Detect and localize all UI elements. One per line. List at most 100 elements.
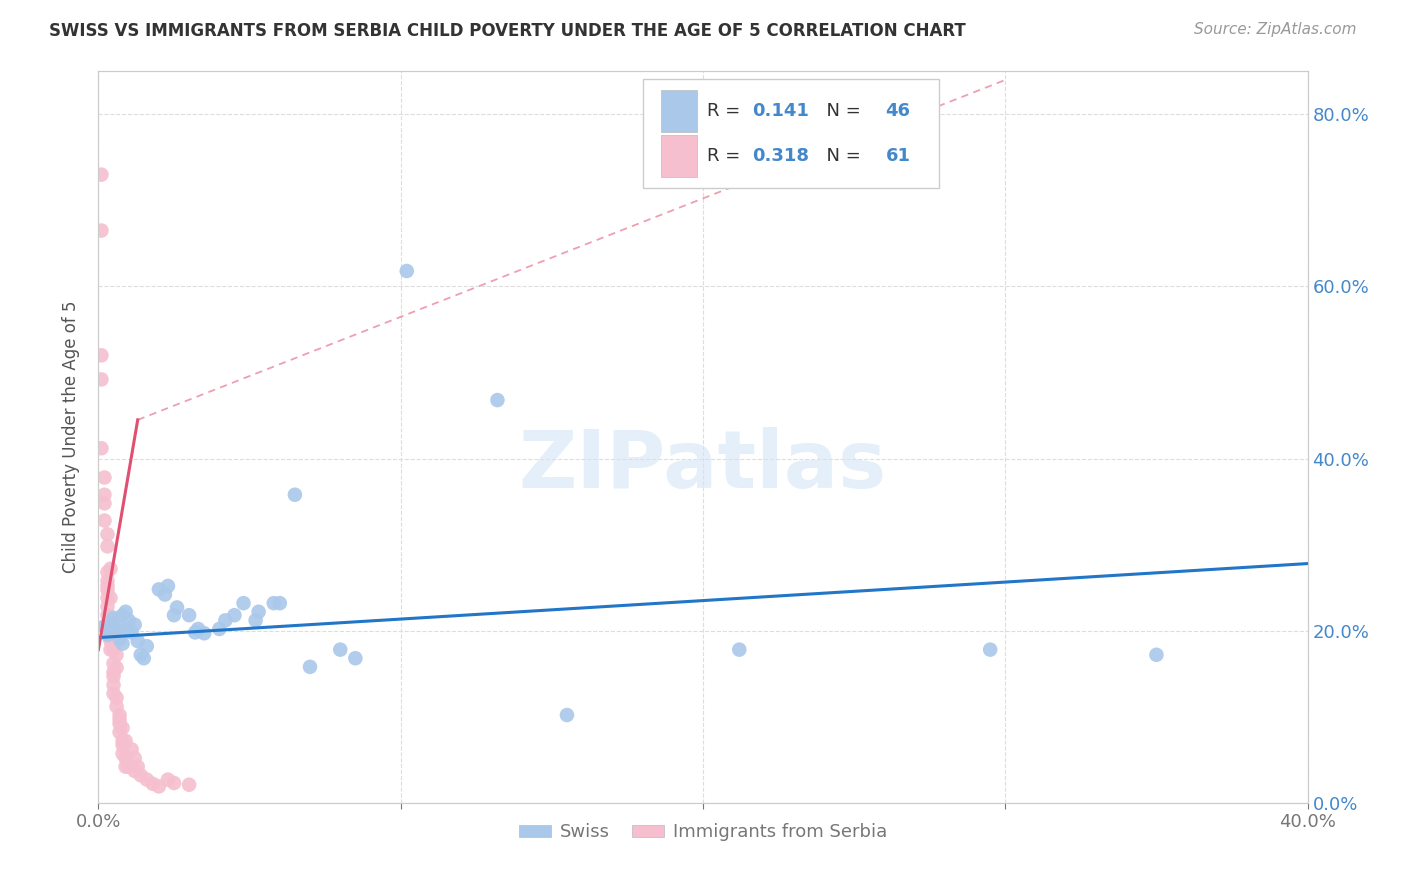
Point	[93, 470, 115, 484]
Point	[135, 639, 157, 653]
Point	[108, 716, 131, 731]
Point	[114, 605, 136, 619]
Point	[299, 660, 322, 674]
Point	[127, 634, 149, 648]
Point	[105, 648, 128, 662]
Point	[96, 527, 118, 541]
Point	[132, 651, 155, 665]
Point	[103, 611, 125, 625]
Point	[96, 579, 118, 593]
Point	[224, 608, 246, 623]
Point	[184, 625, 207, 640]
Point	[103, 669, 125, 683]
Point	[108, 708, 131, 723]
Point	[96, 540, 118, 554]
Point	[103, 642, 125, 657]
Point	[118, 759, 141, 773]
Point	[124, 751, 146, 765]
Point	[90, 442, 112, 456]
Text: SWISS VS IMMIGRANTS FROM SERBIA CHILD POVERTY UNDER THE AGE OF 5 CORRELATION CHA: SWISS VS IMMIGRANTS FROM SERBIA CHILD PO…	[49, 22, 966, 40]
Point	[103, 678, 125, 692]
Legend: Swiss, Immigrants from Serbia: Swiss, Immigrants from Serbia	[512, 816, 894, 848]
Point	[121, 742, 143, 756]
Point	[263, 596, 285, 610]
Point	[153, 588, 176, 602]
Point	[156, 579, 179, 593]
Point	[193, 626, 215, 640]
Point	[214, 613, 236, 627]
Point	[111, 637, 134, 651]
Point	[124, 764, 146, 778]
Point	[344, 651, 367, 665]
Point	[1144, 648, 1167, 662]
Point	[114, 751, 136, 765]
Text: 0.318: 0.318	[752, 147, 810, 165]
Point	[979, 642, 1001, 657]
Point	[100, 634, 122, 648]
Point	[90, 348, 112, 362]
Point	[93, 496, 115, 510]
Point	[156, 772, 179, 787]
Point	[93, 514, 115, 528]
Point	[395, 264, 418, 278]
Point	[103, 686, 125, 700]
Point	[105, 624, 128, 638]
Point	[96, 628, 118, 642]
Point	[163, 776, 186, 790]
Point	[129, 768, 152, 782]
Text: Source: ZipAtlas.com: Source: ZipAtlas.com	[1194, 22, 1357, 37]
Point	[96, 616, 118, 631]
Point	[100, 591, 122, 605]
Point	[118, 622, 141, 636]
Point	[103, 616, 125, 631]
Point	[329, 642, 352, 657]
Point	[100, 642, 122, 657]
Point	[121, 625, 143, 640]
Text: 46: 46	[886, 102, 911, 120]
Point	[100, 562, 122, 576]
Point	[111, 738, 134, 752]
Bar	[661, 90, 697, 132]
Point	[129, 648, 152, 662]
Point	[124, 617, 146, 632]
Y-axis label: Child Poverty Under the Age of 5: Child Poverty Under the Age of 5	[62, 301, 80, 574]
Point	[114, 734, 136, 748]
Point	[93, 488, 115, 502]
Point	[105, 661, 128, 675]
Point	[108, 725, 131, 739]
Point	[142, 777, 165, 791]
Bar	[661, 135, 697, 178]
Point	[90, 372, 112, 386]
Point	[111, 734, 134, 748]
Point	[245, 613, 267, 627]
Point	[728, 642, 751, 657]
Point	[96, 591, 118, 605]
Text: R =: R =	[707, 147, 745, 165]
Point	[96, 599, 118, 614]
Point	[108, 712, 131, 726]
Point	[148, 582, 170, 597]
Point	[555, 708, 578, 723]
Point	[108, 619, 131, 633]
Point	[179, 778, 201, 792]
Point	[187, 622, 209, 636]
Text: 61: 61	[886, 147, 911, 165]
Point	[96, 608, 118, 623]
Point	[127, 759, 149, 773]
Point	[105, 699, 128, 714]
Text: R =: R =	[707, 102, 745, 120]
Point	[103, 631, 125, 645]
Point	[111, 721, 134, 735]
Point	[103, 622, 125, 636]
FancyBboxPatch shape	[643, 78, 939, 188]
Point	[103, 657, 125, 671]
Point	[105, 690, 128, 705]
Point	[179, 608, 201, 623]
Point	[100, 613, 122, 627]
Text: N =: N =	[815, 147, 868, 165]
Point	[148, 780, 170, 794]
Point	[103, 665, 125, 679]
Point	[96, 565, 118, 579]
Point	[111, 608, 134, 623]
Point	[284, 488, 307, 502]
